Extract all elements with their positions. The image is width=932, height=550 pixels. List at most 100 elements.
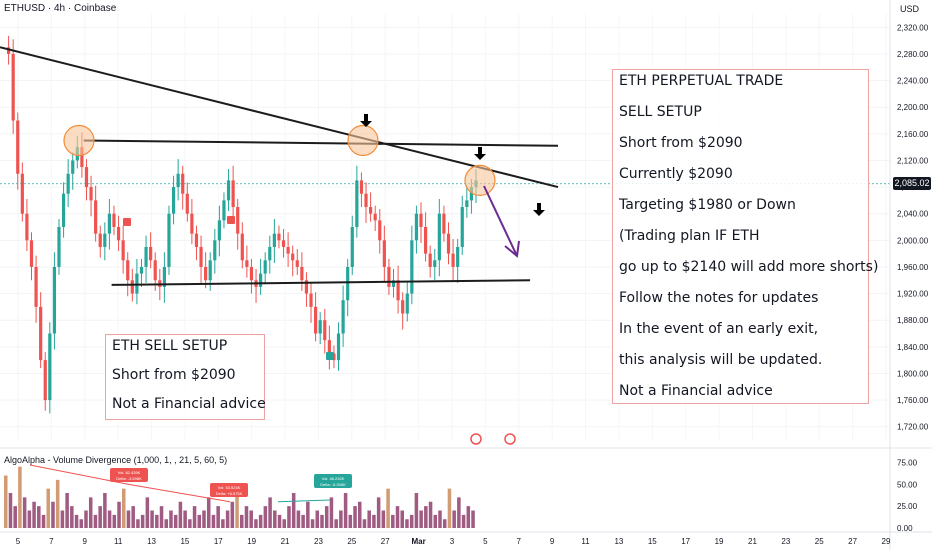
candle-body	[465, 200, 469, 208]
price-tick-label: 1,720.00	[897, 423, 929, 432]
candle-body	[414, 213, 419, 241]
candle-body	[277, 233, 281, 241]
candle-body	[6, 47, 11, 54]
down-arrow-icon	[364, 114, 368, 121]
volume-bar	[457, 497, 461, 528]
candle-body	[52, 266, 57, 334]
volume-bar	[367, 510, 371, 528]
volume-bar	[315, 510, 320, 528]
note-line: Targeting $1980 or Down	[619, 197, 796, 213]
candle-body	[208, 260, 212, 281]
note-line: Follow the notes for updates	[619, 290, 819, 306]
candle-body	[71, 160, 75, 174]
price-tick-label: 1,800.00	[897, 369, 929, 378]
candle-body	[213, 240, 217, 261]
volume-bar	[173, 514, 178, 528]
projection-arrowhead	[504, 240, 520, 258]
time-tick-label: 15	[180, 537, 189, 546]
volume-bar	[277, 514, 282, 528]
candle-body	[162, 266, 166, 287]
sell-signal-marker	[227, 216, 235, 224]
volume-bar	[112, 514, 117, 528]
time-tick-label: 11	[114, 537, 123, 546]
note-line: Short from $2090	[112, 367, 236, 383]
volume-bar	[348, 514, 353, 528]
volume-bar	[254, 519, 258, 528]
volume-bar	[206, 497, 211, 528]
volume-bar	[273, 510, 277, 528]
volume-bar	[183, 510, 187, 528]
volume-bar	[32, 501, 36, 528]
price-tick-label: 1,840.00	[897, 343, 929, 352]
volume-bar	[4, 475, 8, 528]
volume-bar	[93, 514, 98, 528]
candle-body	[204, 266, 208, 281]
annotation-marks	[63, 114, 545, 445]
price-tick-label: 2,040.00	[897, 210, 929, 219]
candle-body	[11, 53, 15, 121]
event-icon	[470, 433, 482, 445]
volume-bar	[18, 466, 22, 528]
currency-label: USD	[900, 4, 920, 14]
down-arrow-icon	[537, 203, 541, 210]
candle-body	[327, 340, 331, 354]
volume-bar	[381, 510, 386, 528]
indicator-label-box	[314, 474, 352, 488]
volume-bar	[107, 510, 112, 528]
volume-tick-label: 0.00	[897, 524, 913, 533]
candle-body	[20, 173, 24, 214]
volume-bar	[263, 506, 268, 528]
candle-body	[391, 280, 396, 287]
highlight-circle	[63, 124, 95, 157]
time-tick-label: 11	[581, 537, 590, 546]
price-tick-label: 2,200.00	[897, 103, 929, 112]
time-tick-label: 13	[614, 537, 623, 546]
indicator-label-box	[210, 483, 248, 497]
candle-body	[231, 180, 235, 208]
candle-body	[167, 213, 171, 267]
price-tick-label: 1,880.00	[897, 316, 929, 325]
note-line: this analysis will be updated.	[619, 352, 823, 368]
candle-body	[419, 213, 423, 227]
volume-bar	[471, 510, 475, 528]
time-tick-label: 29	[882, 537, 891, 546]
candle-body	[48, 333, 52, 401]
time-tick-label: 23	[314, 537, 323, 546]
volume-bar	[74, 514, 79, 528]
candle-body	[176, 173, 180, 188]
volume-bar	[225, 510, 230, 528]
volume-bar	[414, 493, 419, 528]
volume-bar	[400, 510, 404, 528]
note-line: SELL SETUP	[619, 104, 702, 120]
volume-bar	[51, 501, 55, 528]
volume-bar	[268, 497, 272, 528]
volume-bar	[188, 519, 192, 528]
volume-bar	[27, 510, 32, 528]
volume-bar	[258, 514, 263, 528]
volume-bar	[235, 488, 239, 528]
volume-bar	[41, 514, 46, 528]
time-tick-label: Mar	[411, 537, 425, 546]
note-line: ETH SELL SETUP	[112, 338, 228, 354]
volume-bar	[197, 514, 202, 528]
candle-body	[25, 213, 29, 241]
candle-body	[107, 213, 111, 234]
current-price-badge: 2,085.02	[893, 176, 931, 190]
candle-body	[295, 260, 299, 267]
indicator-label-text: Vol: 82.439K	[118, 470, 141, 475]
note-line: go up to $2140 will add more shorts)	[619, 259, 879, 275]
volume-bar	[452, 510, 456, 528]
volume-bar	[211, 514, 216, 528]
time-tick-label: 23	[781, 537, 790, 546]
candle-body	[396, 280, 400, 301]
candles	[6, 35, 478, 414]
candle-body	[314, 306, 318, 334]
volume-bar	[376, 497, 381, 528]
volume-bar	[438, 510, 442, 528]
volume-bar	[353, 506, 357, 528]
volume-bar	[84, 510, 88, 528]
price-tick-label: 2,160.00	[897, 130, 929, 139]
candle-body	[126, 260, 130, 281]
volume-bar	[22, 497, 27, 528]
